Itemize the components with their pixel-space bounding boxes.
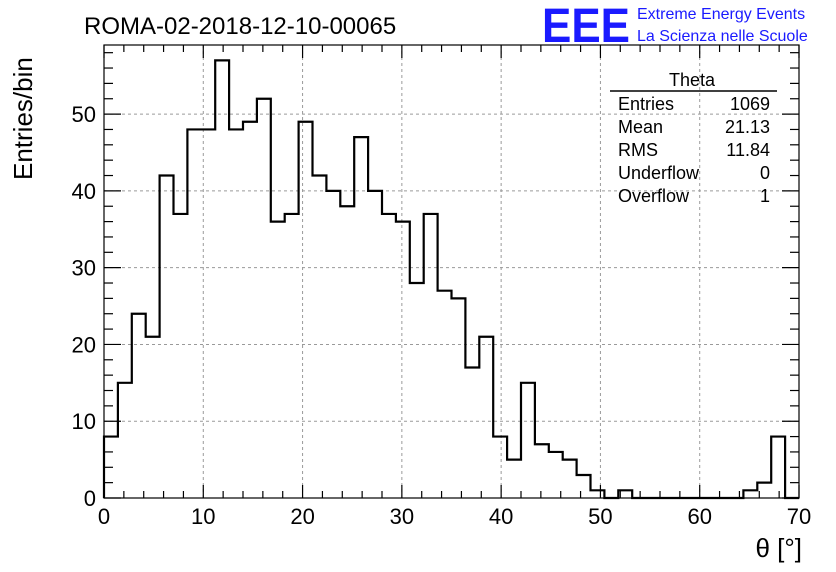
histogram-bin	[174, 214, 188, 498]
eee-logo: EEE Extreme Energy Events La Scienza nel…	[542, 0, 808, 53]
histogram-bin	[465, 367, 479, 498]
x-tick-label: 10	[191, 504, 215, 529]
histogram-bin	[215, 60, 229, 498]
histogram-bin	[577, 475, 591, 498]
histogram-bin	[535, 444, 549, 498]
stats-row-value: 1	[760, 186, 770, 206]
histogram-bin	[521, 383, 535, 498]
x-tick-label: 20	[290, 504, 314, 529]
stats-row-label: Overflow	[618, 186, 690, 206]
histogram-bin	[743, 490, 757, 498]
histogram-bin	[187, 129, 201, 498]
histogram-bin	[563, 460, 577, 498]
grid-lines	[104, 45, 799, 498]
x-tick-label: 70	[787, 504, 811, 529]
histogram-bin	[340, 206, 354, 498]
histogram-bin	[591, 490, 605, 498]
stats-title: Theta	[669, 70, 716, 90]
y-axis-label: Entries/bin	[8, 57, 38, 180]
histogram-bin	[243, 122, 257, 498]
histogram-series	[102, 59, 799, 500]
histogram-bin	[132, 314, 146, 498]
y-tick-label: 0	[84, 486, 96, 511]
histogram-bin	[771, 437, 785, 498]
y-tick-label: 50	[72, 102, 96, 127]
stats-row-label: Mean	[618, 117, 663, 137]
histogram-bin	[257, 99, 271, 498]
histogram-bin	[424, 214, 438, 498]
chart-title: ROMA-02-2018-12-10-00065	[84, 13, 396, 40]
histogram-bin	[118, 383, 132, 498]
histogram-bin	[299, 122, 313, 498]
histogram-bin	[285, 214, 299, 498]
histogram-bin	[507, 460, 521, 498]
x-tick-label: 40	[489, 504, 513, 529]
histogram-bin	[438, 291, 452, 498]
histogram-bin	[493, 437, 507, 498]
histogram-bin	[271, 222, 285, 498]
histogram-outline	[102, 59, 799, 500]
stats-rows: Entries 1069 Mean 21.13 RMS 11.84 Underflow 0 Ov…	[618, 94, 770, 206]
stats-row-label: Underflow	[618, 163, 700, 183]
axis-ticks	[103, 45, 800, 499]
y-tick-label: 30	[72, 256, 96, 281]
logo-line-1: Extreme Energy Events	[637, 6, 805, 23]
stats-row-label: Entries	[618, 94, 674, 114]
y-tick-label: 10	[72, 409, 96, 434]
stats-row-label: RMS	[618, 140, 658, 160]
x-axis-label: θ [°]	[755, 533, 802, 563]
x-tick-label: 50	[588, 504, 612, 529]
histogram-bin	[313, 176, 327, 498]
x-tick-label: 60	[687, 504, 711, 529]
histogram-bin	[452, 298, 466, 498]
logo-mark: EEE	[542, 0, 630, 53]
histogram-bin	[160, 176, 174, 498]
stats-box: Theta Entries 1069 Mean 21.13 RMS 11.84 Underf…	[610, 70, 777, 206]
plot-frame	[103, 44, 800, 499]
histogram-bin	[382, 214, 396, 498]
stats-row-value: 0	[760, 163, 770, 183]
histogram-bin	[479, 337, 493, 498]
logo-line-2: La Scienza nelle Scuole	[637, 28, 808, 45]
stats-row-value: 21.13	[725, 117, 770, 137]
y-tick-label: 20	[72, 332, 96, 357]
histogram-bin	[410, 283, 424, 498]
x-tick-label: 0	[98, 504, 110, 529]
histogram-bin	[229, 129, 243, 498]
stats-row-value: 11.84	[726, 140, 770, 160]
histogram-bin	[146, 337, 160, 498]
x-tick-label: 30	[390, 504, 414, 529]
histogram-bin	[396, 222, 410, 498]
stats-row-value: 1069	[730, 94, 770, 114]
y-tick-label: 40	[72, 179, 96, 204]
